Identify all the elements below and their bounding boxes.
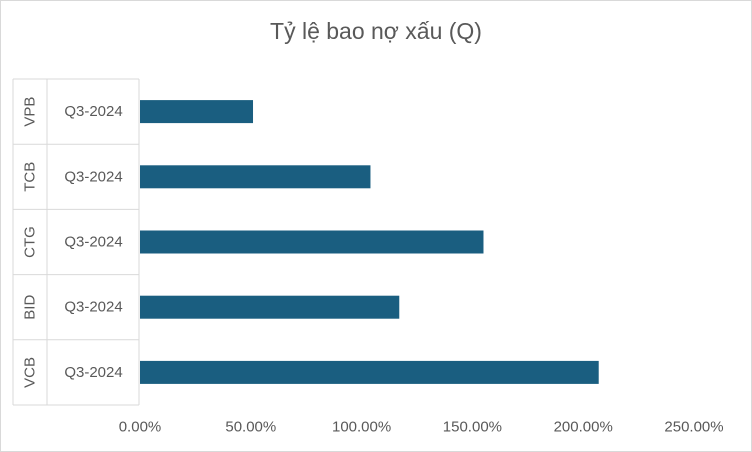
- x-tick-label: 100.00%: [332, 419, 391, 436]
- period-label: Q3-2024: [64, 234, 122, 251]
- period-label: Q3-2024: [64, 299, 122, 316]
- bar: [140, 165, 371, 189]
- x-tick-label: 150.00%: [443, 419, 502, 436]
- bars: [140, 100, 599, 384]
- period-label: Q3-2024: [64, 168, 122, 185]
- period-label: Q3-2024: [64, 103, 122, 120]
- period-label: Q3-2024: [64, 364, 122, 381]
- x-tick-labels: 0.00% 50.00% 100.00% 150.00% 200.00% 250.00%: [119, 419, 724, 436]
- category-labels: VPB Q3-2024 TCB Q3-2024 CTG Q3-2024 BID Q3-2024…: [22, 97, 123, 388]
- bar: [140, 230, 484, 254]
- x-tick-label: 200.00%: [554, 419, 613, 436]
- x-tick-label: 50.00%: [225, 419, 276, 436]
- bar: [140, 100, 254, 124]
- group-label: CTG: [22, 226, 39, 258]
- x-tick-label: 0.00%: [119, 419, 162, 436]
- bar: [140, 360, 599, 384]
- bar: [140, 295, 400, 319]
- group-label: BID: [22, 295, 39, 320]
- group-label: TCB: [22, 162, 39, 192]
- x-tick-label: 250.00%: [664, 419, 723, 436]
- chart-title: Tỷ lệ bao nợ xấu (Q): [270, 18, 482, 44]
- group-label: VCB: [22, 357, 39, 388]
- group-label: VPB: [22, 97, 39, 127]
- axis-lines: [12, 78, 140, 406]
